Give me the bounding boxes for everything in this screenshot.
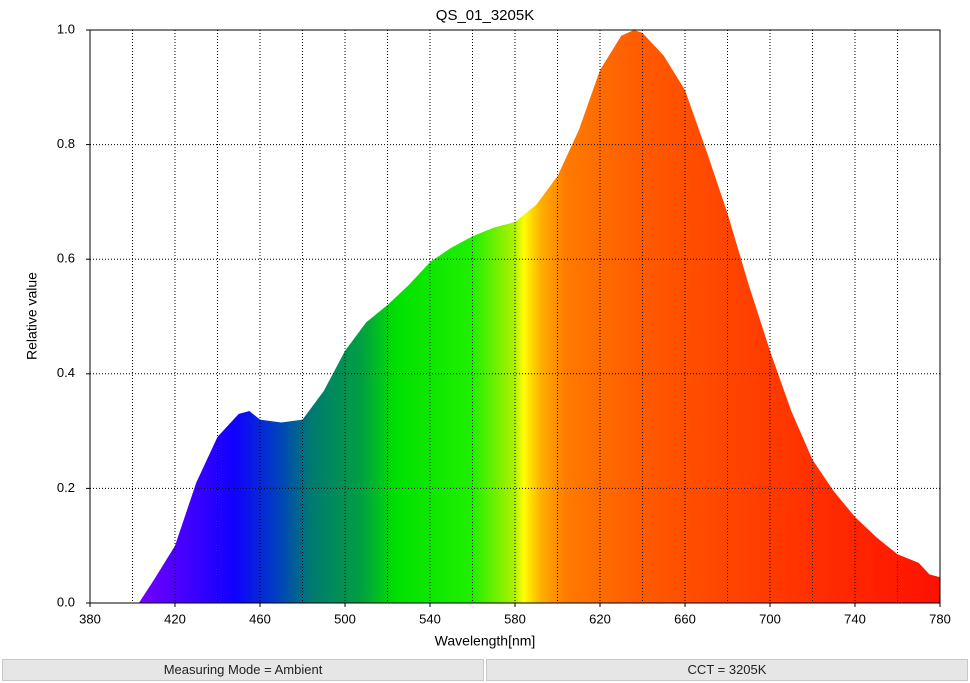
x-tick-label: 500: [334, 611, 356, 626]
y-tick-label: 1.0: [57, 21, 75, 36]
x-tick-label: 740: [844, 611, 866, 626]
chart-title: QS_01_3205K: [436, 7, 534, 24]
y-tick-label: 0.8: [57, 136, 75, 151]
x-tick-label: 540: [419, 611, 441, 626]
y-tick-label: 0.6: [57, 251, 75, 266]
x-tick-label: 460: [249, 611, 271, 626]
y-tick-label: 0.4: [57, 365, 75, 380]
x-tick-label: 780: [929, 611, 951, 626]
y-tick-label: 0.2: [57, 480, 75, 495]
y-tick-label: 0.0: [57, 594, 75, 609]
x-tick-label: 580: [504, 611, 526, 626]
x-tick-label: 660: [674, 611, 696, 626]
x-tick-label: 380: [79, 611, 101, 626]
chart: QS_01_3205K Wavelength[nm] Relative valu…: [24, 7, 951, 649]
y-axis-label: Relative value: [24, 272, 40, 360]
x-tick-label: 700: [759, 611, 781, 626]
x-axis-label: Wavelength[nm]: [435, 633, 536, 649]
spectrum-area: [138, 30, 940, 603]
status-mode: Measuring Mode = Ambient: [2, 659, 484, 681]
x-tick-label: 420: [164, 611, 186, 626]
x-tick-label: 620: [589, 611, 611, 626]
status-cct: CCT = 3205K: [486, 659, 968, 681]
